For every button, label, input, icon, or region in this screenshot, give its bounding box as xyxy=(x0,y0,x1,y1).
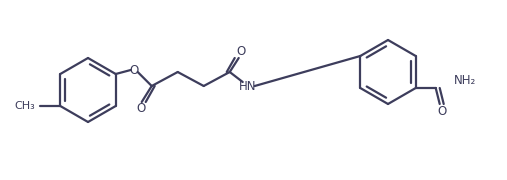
Text: CH₃: CH₃ xyxy=(15,101,35,111)
Text: O: O xyxy=(136,102,146,114)
Text: O: O xyxy=(129,64,138,76)
Text: O: O xyxy=(236,44,245,57)
Text: O: O xyxy=(437,105,446,118)
Text: HN: HN xyxy=(239,80,257,93)
Text: NH₂: NH₂ xyxy=(454,73,476,87)
